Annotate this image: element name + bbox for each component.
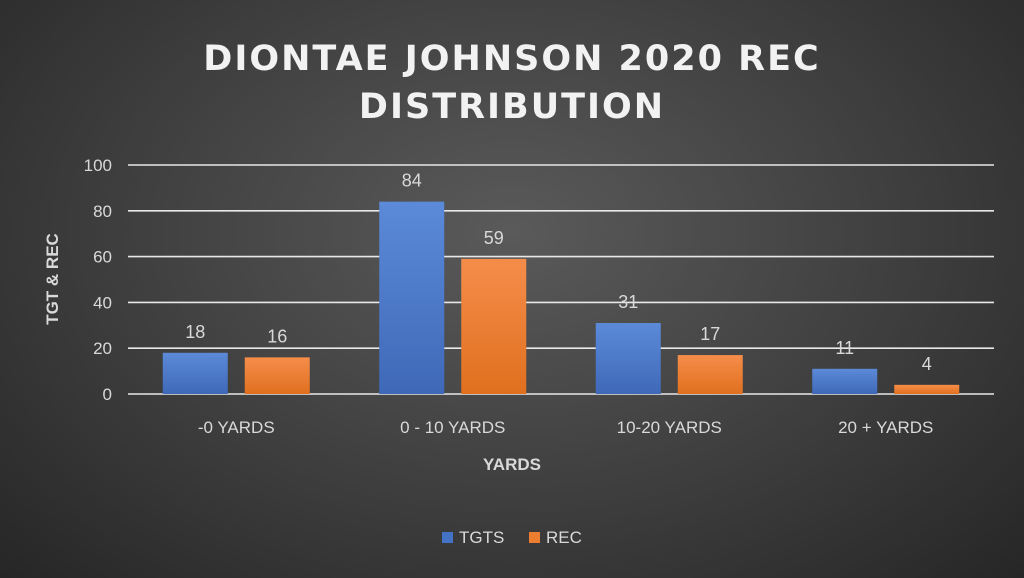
data-label: 11 xyxy=(835,338,854,358)
data-label: 17 xyxy=(700,324,720,344)
data-label: 84 xyxy=(402,171,422,191)
bar-tgts xyxy=(812,368,878,394)
y-tick-label: 40 xyxy=(93,293,112,312)
data-label: 16 xyxy=(267,326,287,346)
x-axis-title: YARDS xyxy=(483,455,541,474)
legend: TGTS REC xyxy=(442,528,582,547)
legend-label-tgts: TGTS xyxy=(459,528,504,547)
bar-rec xyxy=(461,258,527,394)
y-tick-label: 80 xyxy=(93,202,112,221)
bar-rec xyxy=(677,355,743,394)
y-tick-label: 60 xyxy=(93,248,112,267)
x-tick-label: 20 + YARDS xyxy=(838,418,933,437)
bar-tgts xyxy=(595,323,661,394)
data-label: 59 xyxy=(484,228,504,248)
legend-label-rec: REC xyxy=(546,528,582,547)
x-tick-label: 0 - 10 YARDS xyxy=(400,418,505,437)
y-tick-label: 0 xyxy=(103,385,112,404)
data-label: 31 xyxy=(618,292,638,312)
legend-swatch-tgts xyxy=(442,532,453,543)
x-tick-label: 10-20 YARDS xyxy=(617,418,722,437)
y-tick-label: 100 xyxy=(84,156,112,175)
x-tick-label: -0 YARDS xyxy=(198,418,275,437)
bar-rec xyxy=(894,384,960,394)
bar-tgts xyxy=(162,352,228,394)
chart-title-line-2: DISTRIBUTION xyxy=(359,87,665,127)
data-label: 4 xyxy=(922,354,932,374)
data-label: 18 xyxy=(185,322,205,342)
bar-rec xyxy=(244,357,310,394)
chart-title-line-1: DIONTAE JOHNSON 2020 REC xyxy=(203,39,820,79)
bar-tgts xyxy=(379,201,445,394)
y-axis-title: TGT & REC xyxy=(43,233,62,325)
legend-swatch-rec xyxy=(529,532,540,543)
y-tick-label: 20 xyxy=(93,339,112,358)
